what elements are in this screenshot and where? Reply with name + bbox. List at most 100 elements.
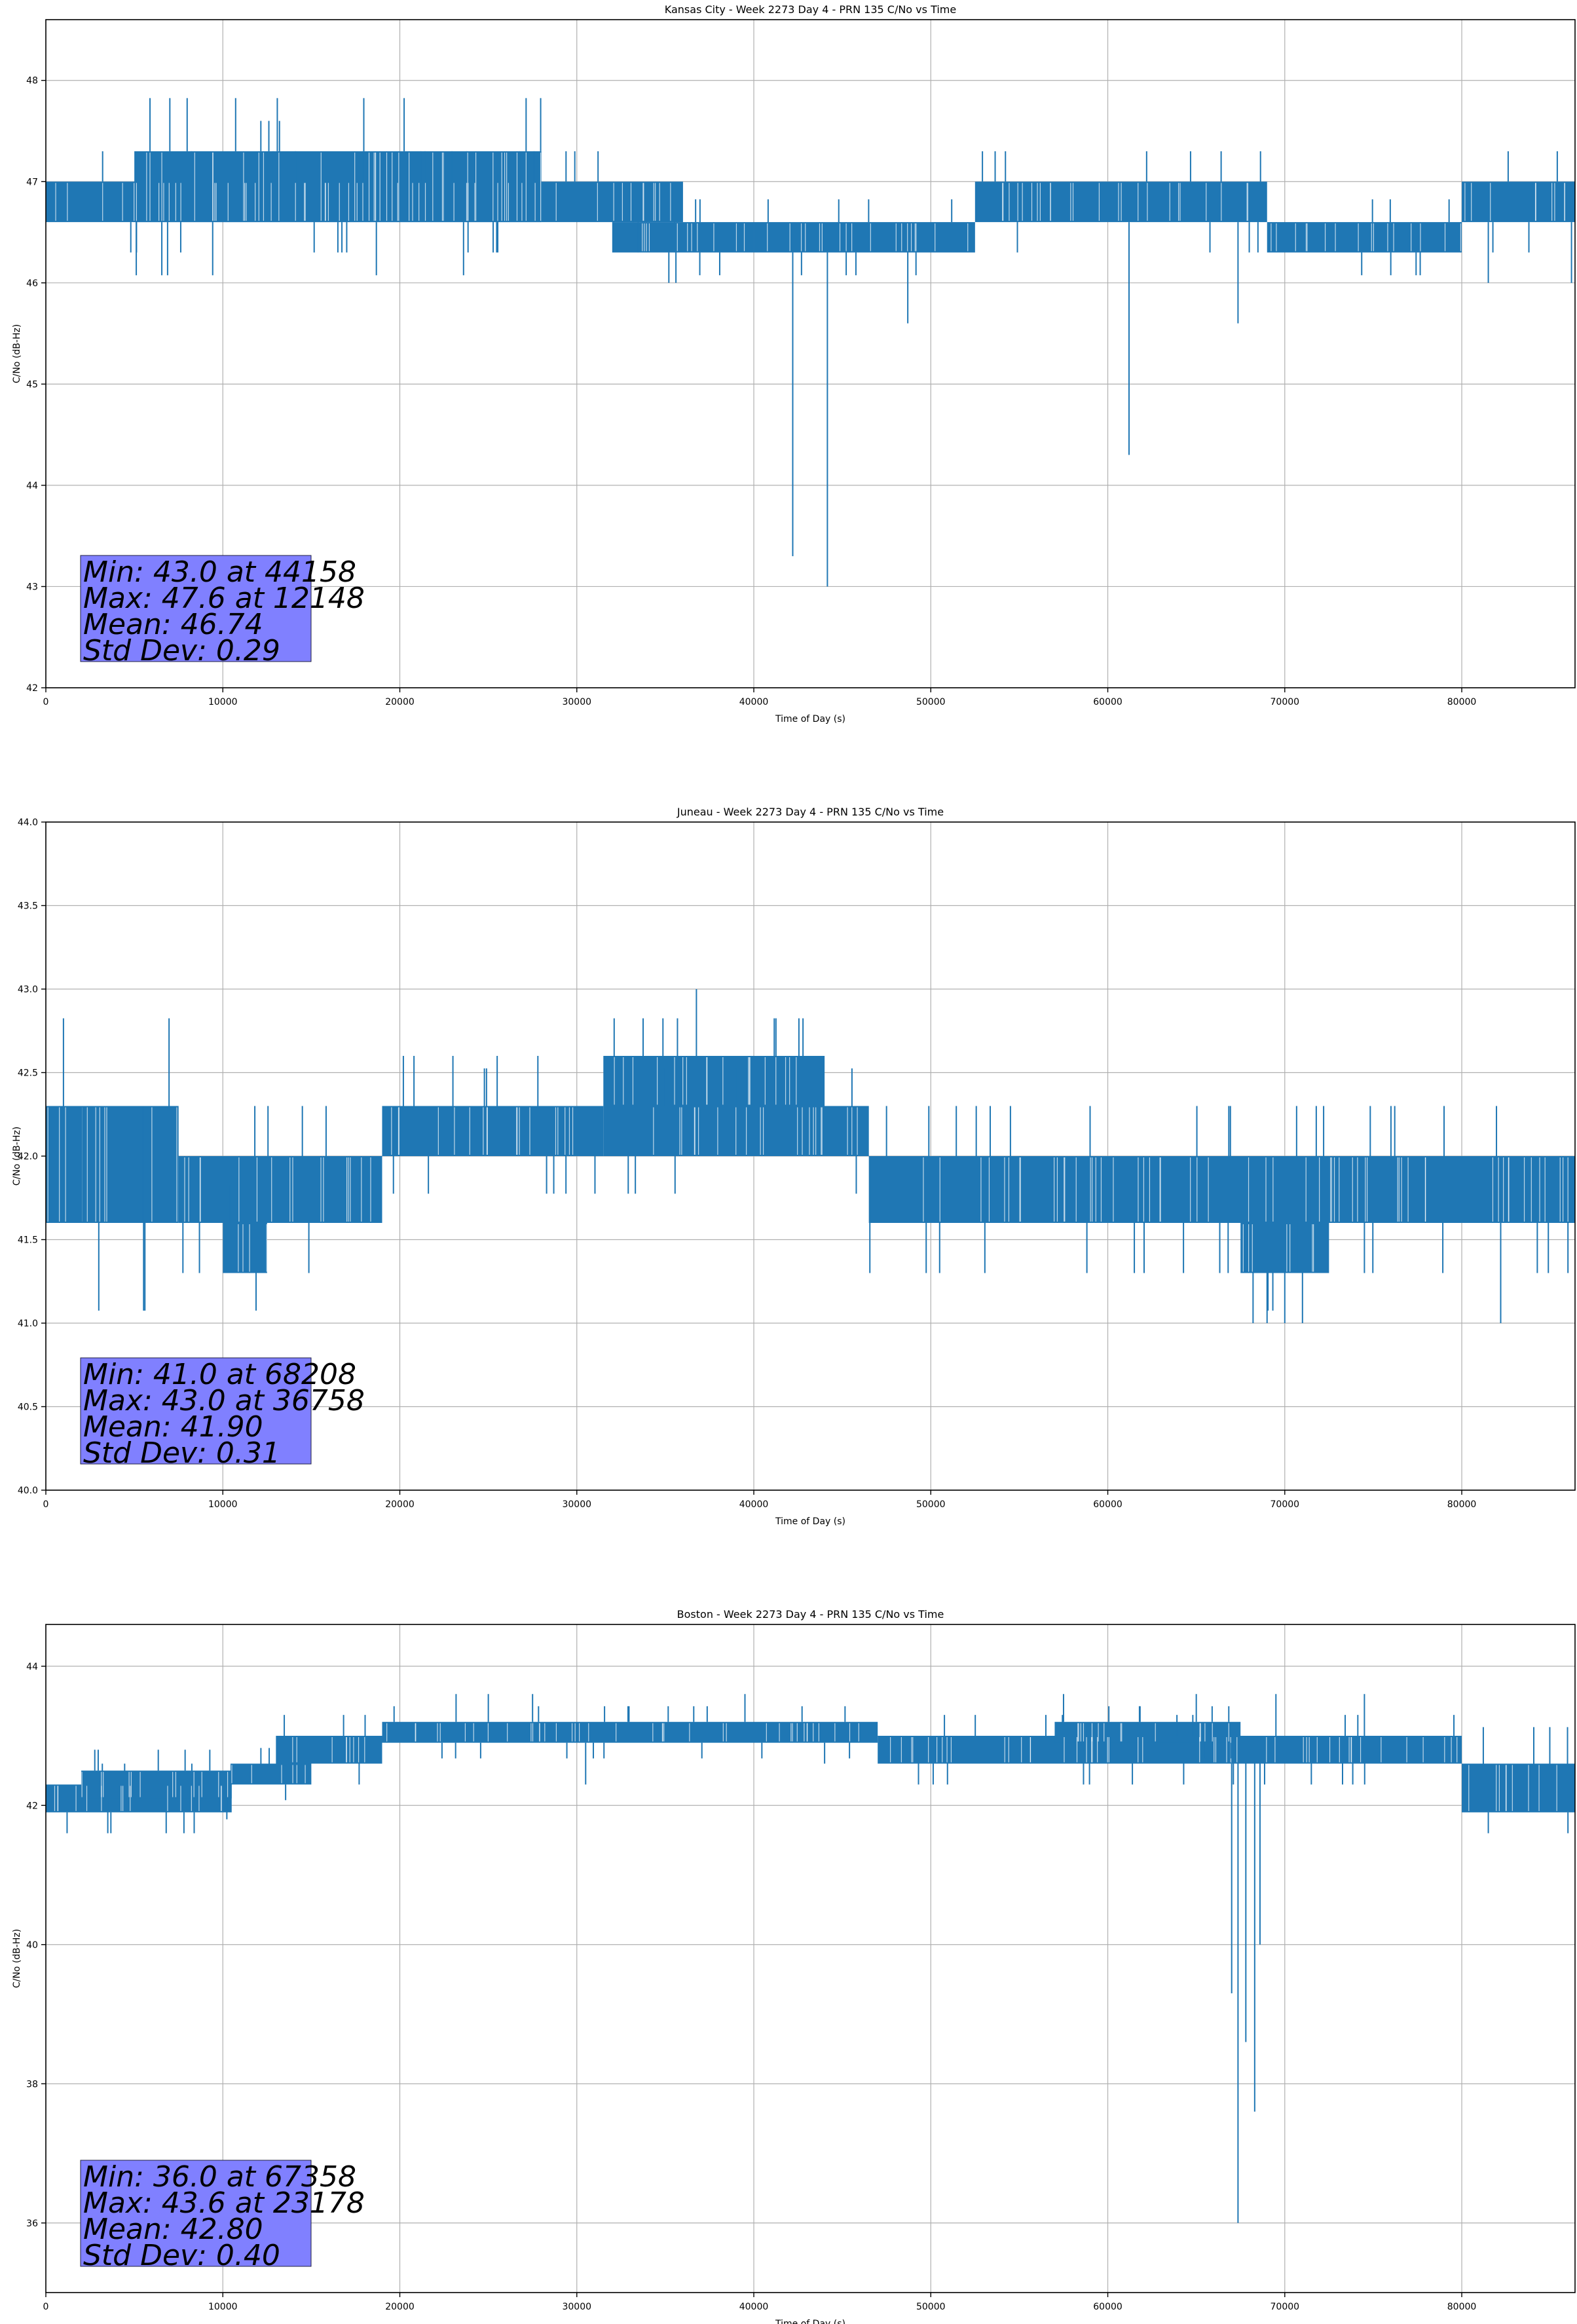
data-band [603, 1056, 825, 1106]
x-tick-label: 0 [43, 2302, 49, 2312]
stats-line: Std Dev: 0.40 [83, 2239, 280, 2272]
y-tick-label: 40.5 [18, 1402, 38, 1413]
x-tick-label: 0 [43, 697, 49, 707]
chart-title: Kansas City - Week 2273 Day 4 - PRN 135 … [665, 3, 956, 16]
x-tick-label: 60000 [1093, 2302, 1122, 2312]
stats-line: Max: 43.6 at 23178 [83, 2186, 365, 2220]
data-band [1267, 222, 1462, 253]
x-tick-label: 60000 [1093, 1499, 1122, 1510]
x-tick-label: 50000 [916, 697, 946, 707]
data-band [612, 222, 754, 253]
x-tick-label: 40000 [739, 2302, 769, 2312]
stats-line: Min: 43.0 at 44158 [83, 555, 356, 589]
stats-box [80, 555, 312, 662]
y-axis-label: C/No (dB-Hz) [12, 1127, 22, 1186]
data-band [46, 1106, 179, 1223]
y-tick-label: 42 [26, 1801, 38, 1811]
data-band [223, 1223, 267, 1273]
x-tick-label: 30000 [562, 2302, 591, 2312]
x-axis-label: Time of Day (s) [775, 1516, 845, 1527]
data-band [1462, 181, 1575, 223]
y-tick-label: 47 [26, 177, 38, 187]
y-tick-label: 44.0 [18, 817, 38, 828]
x-tick-label: 10000 [208, 697, 238, 707]
y-tick-label: 42.5 [18, 1068, 38, 1079]
x-tick-label: 50000 [916, 2302, 946, 2312]
x-tick-label: 50000 [916, 1499, 946, 1510]
y-tick-label: 42 [26, 683, 38, 694]
y-tick-label: 36 [26, 2219, 38, 2229]
data-band [541, 181, 683, 223]
data-band [231, 1763, 312, 1785]
x-tick-label: 40000 [739, 1499, 769, 1510]
data-band [81, 1771, 232, 1799]
y-tick-label: 38 [26, 2079, 38, 2090]
data-band [382, 1106, 604, 1156]
y-tick-label: 43.5 [18, 901, 38, 912]
data-band [1240, 1223, 1329, 1273]
y-axis-label: C/No (dB-Hz) [12, 324, 22, 383]
x-tick-label: 30000 [562, 1499, 591, 1510]
stats-line: Min: 36.0 at 67358 [83, 2160, 356, 2194]
data-band [178, 1156, 382, 1223]
x-tick-label: 60000 [1093, 697, 1122, 707]
x-tick-label: 10000 [208, 2302, 238, 2312]
data-band [754, 222, 975, 253]
x-tick-label: 10000 [208, 1499, 238, 1510]
x-tick-label: 20000 [385, 1499, 415, 1510]
y-tick-label: 44 [26, 1662, 38, 1672]
plot-frame [45, 1624, 1576, 2293]
stats-line: Std Dev: 0.31 [83, 1436, 280, 1470]
plot-frame [45, 19, 1576, 688]
y-tick-label: 44 [26, 481, 38, 491]
stats-line: Max: 47.6 at 12148 [83, 582, 365, 615]
y-tick-label: 45 [26, 379, 38, 390]
y-tick-label: 43 [26, 582, 38, 592]
stats-line: Mean: 41.90 [83, 1410, 263, 1444]
x-tick-label: 20000 [385, 697, 415, 707]
y-tick-label: 46 [26, 278, 38, 289]
chart-panel-3: 0 10000 20000 30000 40000 50000 60000 70000 8000… [12, 1608, 1576, 2324]
x-axis-label: Time of Day (s) [775, 2319, 845, 2324]
stats-line: Mean: 46.74 [83, 608, 263, 641]
trace-texture [55, 98, 1565, 276]
x-tick-label: 20000 [385, 2302, 415, 2312]
trace-texture [54, 1706, 1568, 1833]
data-band [382, 1721, 878, 1743]
x-tick-label: 70000 [1271, 1499, 1300, 1510]
stats-line: Mean: 42.80 [83, 2213, 263, 2246]
x-tick-label: 80000 [1447, 2302, 1477, 2312]
chart-panel-1: 0 10000 20000 30000 40000 50000 60000 70000 8000… [12, 3, 1576, 724]
data-band [1462, 1763, 1575, 1812]
stats-box [80, 2160, 312, 2267]
y-tick-label: 40 [26, 1940, 38, 1951]
y-tick-label: 42.0 [18, 1152, 38, 1162]
data-band [868, 1156, 1575, 1223]
x-tick-label: 70000 [1271, 2302, 1300, 2312]
chart-title: Boston - Week 2273 Day 4 - PRN 135 C/No … [677, 1608, 944, 1621]
trace-texture [47, 1018, 1568, 1311]
y-tick-label: 41.5 [18, 1235, 38, 1246]
x-tick-label: 40000 [739, 697, 769, 707]
y-tick-label: 41.0 [18, 1319, 38, 1329]
x-axis-label: Time of Day (s) [775, 714, 845, 724]
data-band [276, 1736, 382, 1764]
x-tick-label: 30000 [562, 697, 591, 707]
stats-box [80, 1357, 312, 1465]
chart-panel-2: 0 10000 20000 30000 40000 50000 60000 70000 8000… [12, 806, 1576, 1527]
chart-title: Juneau - Week 2273 Day 4 - PRN 135 C/No … [677, 806, 944, 818]
x-tick-label: 80000 [1447, 1499, 1477, 1510]
y-tick-label: 43.0 [18, 984, 38, 995]
stats-line: Min: 41.0 at 68208 [83, 1358, 356, 1391]
y-tick-label: 40.0 [18, 1486, 38, 1496]
x-tick-label: 70000 [1271, 697, 1300, 707]
stats-line: Max: 43.0 at 36758 [83, 1384, 365, 1417]
y-tick-label: 48 [26, 76, 38, 86]
y-axis-label: C/No (dB-Hz) [12, 1929, 22, 1988]
x-tick-label: 0 [43, 1499, 49, 1510]
stats-line: Std Dev: 0.29 [83, 634, 280, 667]
